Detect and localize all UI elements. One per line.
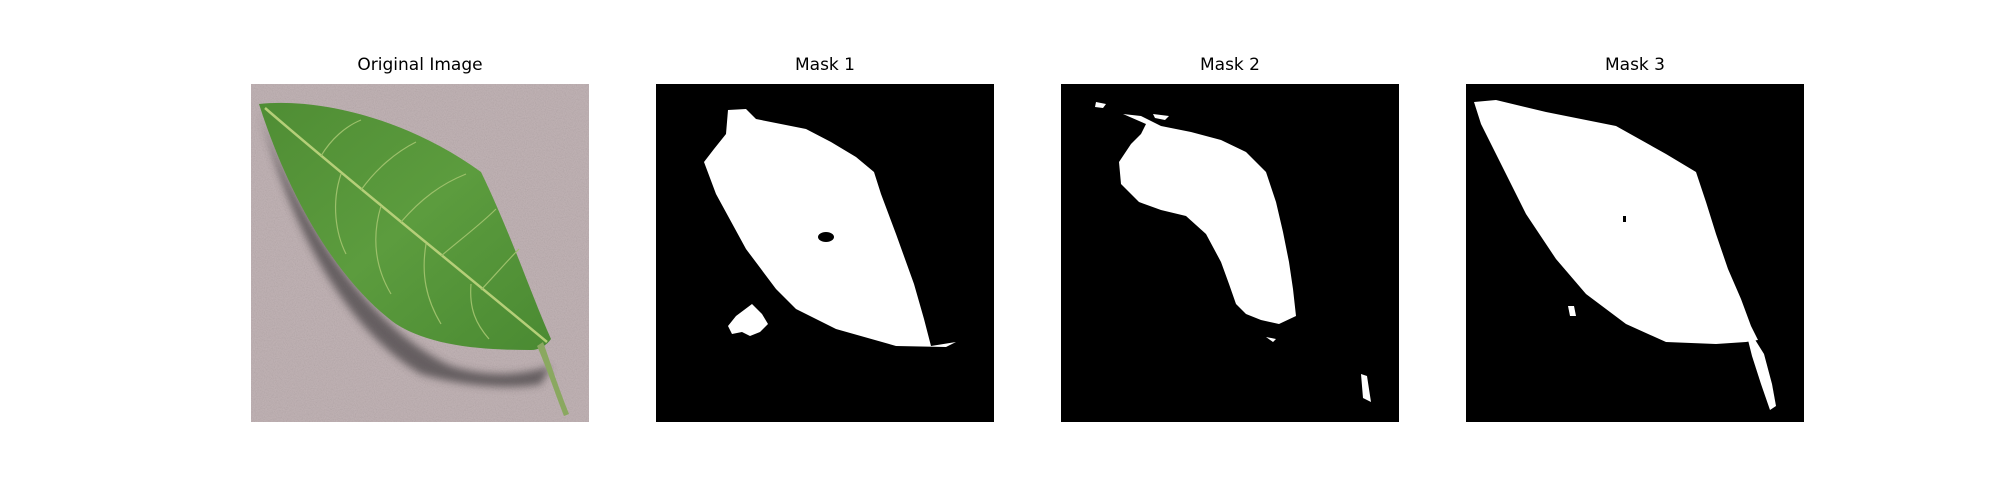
leaf-shadow	[261, 112, 551, 387]
panel-title: Mask 1	[794, 55, 855, 75]
mask-2-image	[1061, 84, 1399, 422]
leaf-photo	[251, 84, 589, 422]
mask-3-leaf-region	[1474, 100, 1758, 344]
mask-1-leaf-region	[704, 109, 956, 347]
original-image-panel: Original Image	[251, 55, 589, 422]
panel-title: Mask 3	[1604, 55, 1665, 75]
mask-2-panel: Mask 2	[1061, 55, 1399, 422]
mask-2-region	[1119, 114, 1296, 324]
mask-3-image	[1466, 84, 1804, 422]
leaf-midrib	[264, 107, 548, 343]
panel-title: Original Image	[357, 55, 483, 75]
leaf-veins	[320, 119, 520, 340]
mask-1-image	[656, 84, 994, 422]
mask-3-hole	[1623, 216, 1626, 222]
panel-title: Mask 2	[1199, 55, 1260, 75]
mask-1-panel: Mask 1	[656, 55, 994, 422]
leaf-stem	[537, 342, 569, 416]
mask-1-hole	[818, 232, 834, 242]
mask-3-panel: Mask 3	[1466, 55, 1804, 422]
mask-3-speck	[1568, 306, 1576, 316]
mask-3-stem	[1748, 338, 1776, 410]
mask-1-blob	[728, 304, 768, 336]
